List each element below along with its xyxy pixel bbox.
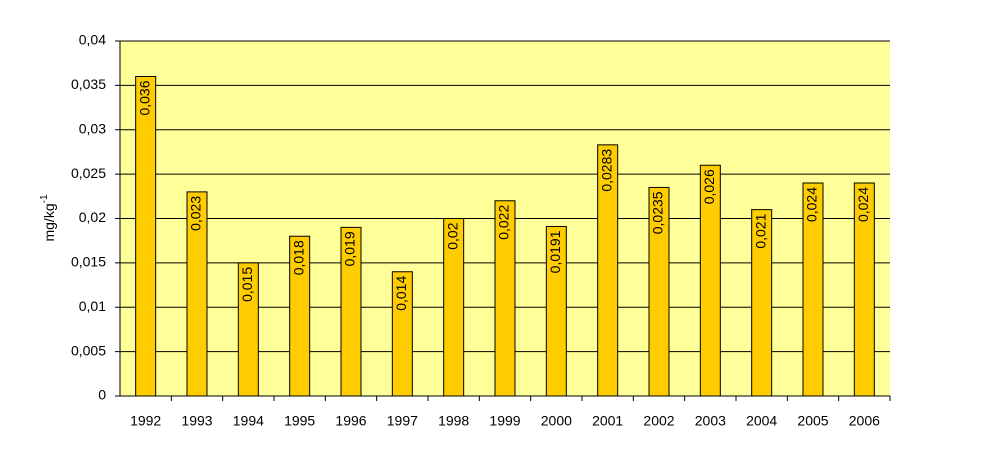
data-label: 0,024 (855, 187, 871, 222)
data-label: 0,0283 (598, 149, 614, 192)
data-label: 0,024 (804, 187, 820, 222)
bar (443, 218, 465, 397)
y-axis-label-sup: -1 (39, 194, 50, 203)
x-tick-label: 1999 (489, 413, 520, 429)
x-tick-label: 1996 (335, 413, 366, 429)
bar (289, 235, 311, 397)
data-label: 0,015 (239, 267, 255, 302)
y-axis-label: mg/kg-1 (39, 194, 57, 241)
bar (545, 225, 567, 397)
x-tick-label: 2002 (643, 413, 674, 429)
x-tick-label: 1995 (284, 413, 315, 429)
x-tick-label: 1997 (387, 413, 418, 429)
bar (186, 191, 208, 397)
y-tick-label: 0,035 (71, 76, 106, 92)
data-label: 0,021 (752, 213, 768, 248)
bar (391, 271, 413, 397)
y-tick-label: 0,015 (71, 254, 106, 270)
data-label: 0,0235 (650, 191, 666, 234)
x-tick-label: 2004 (746, 413, 777, 429)
x-tick-label: 2006 (849, 413, 880, 429)
data-label: 0,0191 (547, 230, 563, 273)
bar (135, 76, 157, 397)
data-label: 0,023 (188, 196, 204, 231)
data-label: 0,036 (136, 80, 152, 115)
bar (597, 144, 619, 397)
data-label: 0,014 (393, 276, 409, 311)
y-tick-label: 0,005 (71, 342, 106, 358)
y-tick-label: 0,025 (71, 165, 106, 181)
data-label: 0,026 (701, 169, 717, 204)
x-tick-label: 1998 (438, 413, 469, 429)
data-label: 0,019 (342, 231, 358, 266)
bar (853, 182, 875, 397)
bar (494, 200, 516, 397)
x-tick-label: 2001 (592, 413, 623, 429)
y-tick-label: 0,03 (79, 120, 106, 136)
y-tick-label: 0 (98, 387, 106, 403)
bar (699, 164, 721, 397)
x-tick-label: 2003 (695, 413, 726, 429)
y-tick-label: 0,04 (79, 32, 106, 48)
x-tick-label: 1992 (130, 413, 161, 429)
x-tick-label: 1994 (233, 413, 264, 429)
bar (751, 209, 773, 397)
data-label: 0,018 (290, 240, 306, 275)
x-tick-label: 2005 (797, 413, 828, 429)
x-tick-label: 2000 (541, 413, 572, 429)
y-tick-label: 0,01 (79, 298, 106, 314)
bar (802, 182, 824, 397)
y-axis-label-text: mg/kg (41, 203, 57, 241)
bar (648, 186, 670, 397)
bar (237, 262, 259, 397)
y-tick-label: 0,02 (79, 209, 106, 225)
data-label: 0,02 (444, 222, 460, 249)
x-tick-label: 1993 (181, 413, 212, 429)
bar (340, 226, 362, 397)
data-label: 0,022 (496, 205, 512, 240)
